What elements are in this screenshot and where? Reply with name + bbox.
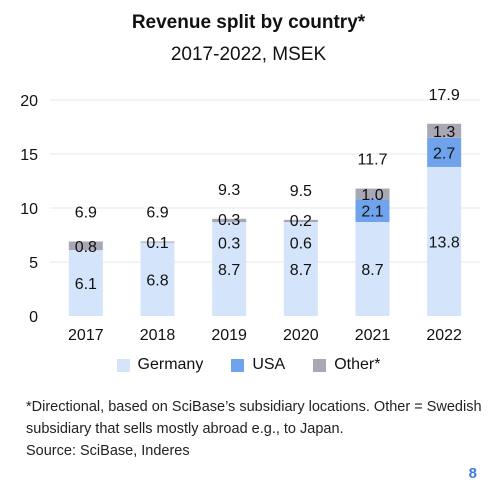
legend-label-germany: Germany	[137, 356, 204, 373]
y-tick-label: 20	[20, 93, 38, 110]
total-label: 17.9	[429, 87, 460, 104]
data-label-other: 0.1	[146, 235, 168, 252]
legend-label-usa: USA	[252, 356, 286, 373]
bar-segment	[68, 250, 103, 316]
source-text: Source: SciBase, Inderes	[26, 443, 190, 459]
y-tick-label: 0	[29, 309, 38, 326]
bar-segment	[140, 242, 175, 316]
chart-subtitle: 2017-2022, MSEK	[170, 44, 327, 65]
footnote: *Directional, based on SciBase’s subsidi…	[26, 396, 486, 462]
x-tick-label: 2018	[140, 327, 176, 344]
x-tick-label: 2017	[68, 327, 104, 344]
bar-segment	[140, 241, 175, 243]
bar-segment	[355, 188, 390, 200]
bar-segment	[283, 222, 318, 316]
x-tick-label: 2021	[355, 327, 391, 344]
bar-segment	[355, 199, 390, 223]
chart-title: Revenue split by country*	[131, 12, 366, 33]
bar-segment	[68, 241, 103, 251]
data-label-other: 0.2	[290, 213, 312, 230]
data-label-other: 1.3	[433, 124, 455, 141]
y-tick-label: 5	[29, 255, 38, 272]
bar-segment	[283, 219, 318, 223]
legend-label-other: Other*	[334, 356, 381, 373]
data-label-germany: 8.7	[218, 262, 240, 279]
total-label: 6.9	[75, 204, 97, 221]
x-tick-label: 2019	[211, 327, 247, 344]
chart-legend: Germany USA Other*	[0, 356, 497, 374]
data-label-usa: 0.6	[290, 236, 312, 253]
data-label-germany: 13.8	[429, 234, 460, 251]
data-label-usa: 2.7	[433, 145, 455, 162]
x-tick-label: 2020	[283, 327, 319, 344]
data-label-germany: 8.7	[361, 262, 383, 279]
y-tick-label: 10	[20, 201, 38, 218]
data-label-other: 0.3	[218, 212, 240, 229]
page-number: 8	[468, 465, 477, 482]
legend-swatch-usa	[231, 358, 245, 372]
bar-segment	[427, 137, 462, 167]
data-label-germany: 6.1	[75, 276, 97, 293]
legend-swatch-germany	[116, 358, 130, 372]
data-label-germany: 6.8	[146, 272, 168, 289]
data-label-usa: 2.1	[361, 204, 383, 221]
data-label-germany: 8.7	[290, 262, 312, 279]
footnote-text: *Directional, based on SciBase’s subsidi…	[26, 399, 482, 437]
total-label: 6.9	[146, 204, 168, 221]
bar-segment	[212, 222, 247, 316]
total-label: 9.3	[218, 182, 240, 199]
x-tick-label: 2022	[426, 327, 462, 344]
bar-segment	[427, 166, 462, 316]
data-label-other: 0.8	[75, 239, 97, 256]
y-tick-label: 15	[20, 147, 38, 164]
revenue-chart: 0 5 10 15 20 2017 6.1 0.8 6.9 2018 6.8 0.1 6.9 2019 8.…	[20, 87, 480, 344]
bar-segment	[427, 123, 462, 138]
data-label-other: 1.0	[361, 187, 383, 204]
bar-segment	[212, 218, 247, 223]
legend-item-other: Other*	[313, 356, 380, 374]
legend-item-usa: USA	[231, 356, 285, 374]
legend-item-germany: Germany	[116, 356, 204, 374]
data-label-usa: 0.3	[218, 236, 240, 253]
total-label: 9.5	[290, 183, 312, 200]
legend-swatch-other	[313, 358, 327, 372]
total-label: 11.7	[358, 152, 388, 169]
bar-segment	[355, 222, 390, 316]
